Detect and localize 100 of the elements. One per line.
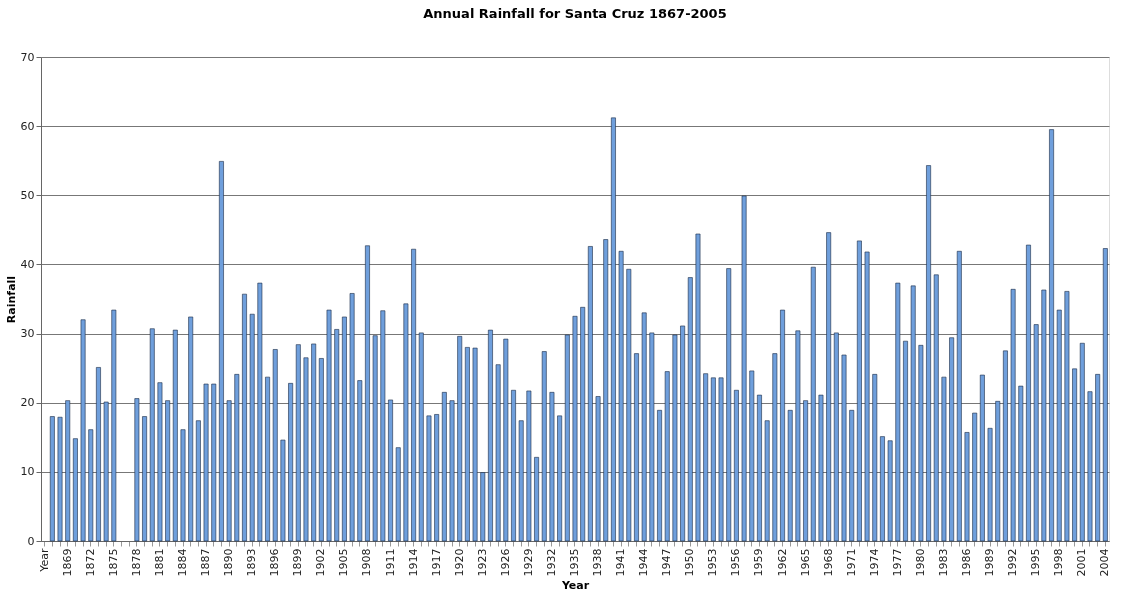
x-tick-label: 1962 <box>775 548 789 577</box>
bar <box>380 310 386 542</box>
bar <box>549 392 555 542</box>
bar <box>872 374 878 542</box>
x-tick-label: 1923 <box>475 548 489 577</box>
bar <box>741 195 747 542</box>
bar <box>195 420 201 542</box>
bar <box>96 367 101 542</box>
x-tick-label: 1983 <box>936 548 950 577</box>
bar <box>964 432 970 542</box>
bar <box>772 353 778 542</box>
bar <box>764 420 770 542</box>
x-tick-label: 1992 <box>1006 548 1020 577</box>
bar <box>249 313 255 542</box>
bar <box>833 332 839 542</box>
x-tick-label: 1881 <box>152 548 166 577</box>
bar <box>664 371 670 542</box>
bar <box>1072 368 1078 542</box>
bar <box>172 329 178 542</box>
x-axis-title: Year <box>560 579 590 593</box>
bar <box>726 268 732 542</box>
bar <box>1018 385 1024 542</box>
x-tick-label: 1920 <box>452 548 466 577</box>
bar <box>280 439 286 542</box>
bar <box>595 396 601 542</box>
x-tick-label: 1893 <box>245 548 259 577</box>
bar <box>979 374 985 542</box>
x-tick-label: 2004 <box>1098 548 1112 577</box>
bar <box>657 410 662 542</box>
bar <box>403 303 409 542</box>
bar <box>311 343 317 542</box>
x-tick-label: 1872 <box>83 548 97 577</box>
bar <box>65 400 71 542</box>
bar <box>795 330 801 542</box>
x-tick-label: 1911 <box>383 548 397 577</box>
bar <box>441 392 447 542</box>
x-tick-label: 1887 <box>199 548 213 577</box>
bar <box>926 165 931 542</box>
x-tick-label: 1884 <box>176 548 189 577</box>
bar <box>411 248 416 542</box>
bar <box>57 416 63 542</box>
bar <box>526 390 532 542</box>
x-tick-label: 1989 <box>983 548 997 577</box>
bar <box>1003 350 1008 542</box>
bar <box>257 282 263 542</box>
bar <box>818 394 824 542</box>
bar <box>987 428 993 542</box>
bar <box>395 447 401 542</box>
x-tick-label: 1941 <box>614 548 628 577</box>
bar <box>426 415 432 542</box>
bar <box>1033 324 1039 542</box>
bar <box>849 410 855 542</box>
bar <box>88 429 94 542</box>
x-tick-label: 1980 <box>913 548 927 577</box>
bar <box>1087 391 1093 542</box>
x-tick-label: 1998 <box>1052 548 1066 577</box>
x-tick-label: 1917 <box>429 548 443 577</box>
y-tick-label: 70 <box>20 50 35 64</box>
y-tick-label: 20 <box>20 396 35 410</box>
bar <box>611 117 616 542</box>
bar <box>149 328 155 542</box>
bar <box>434 414 440 542</box>
bar <box>472 347 478 542</box>
bar <box>841 354 847 542</box>
bar <box>318 358 324 542</box>
bar <box>480 472 486 542</box>
x-tick-label: 1869 <box>60 548 74 577</box>
bar <box>703 373 709 542</box>
bar <box>234 374 240 542</box>
bar <box>856 240 862 542</box>
bar <box>995 401 1001 542</box>
x-tick-label: 1926 <box>498 548 512 577</box>
bar <box>864 251 870 542</box>
x-tick-label: 1986 <box>960 548 973 577</box>
bar <box>365 245 370 542</box>
bar <box>1064 291 1070 542</box>
bar <box>1095 374 1101 542</box>
x-tick-label: 1995 <box>1029 548 1043 577</box>
bar <box>457 336 463 542</box>
bar <box>265 376 270 542</box>
bar <box>557 415 563 542</box>
x-tick-label: 1896 <box>268 548 282 577</box>
x-tick-label: 1968 <box>821 548 835 577</box>
bar <box>903 340 908 542</box>
y-tick-label: 10 <box>20 465 35 479</box>
chart-title: Annual Rainfall for Santa Cruz 1867-2005 <box>423 6 727 21</box>
x-tick-label: 1965 <box>798 548 812 577</box>
bar <box>503 338 509 542</box>
bar <box>211 383 217 542</box>
bar <box>342 316 347 542</box>
bar <box>334 329 340 542</box>
bar <box>80 319 86 542</box>
x-tick-label: 1929 <box>521 548 535 577</box>
bar <box>649 332 655 542</box>
bar <box>887 440 893 542</box>
bar <box>142 416 147 542</box>
bar <box>1049 129 1054 542</box>
bar <box>1026 244 1031 542</box>
bar <box>488 329 493 542</box>
x-tick-label: 1950 <box>683 548 697 577</box>
